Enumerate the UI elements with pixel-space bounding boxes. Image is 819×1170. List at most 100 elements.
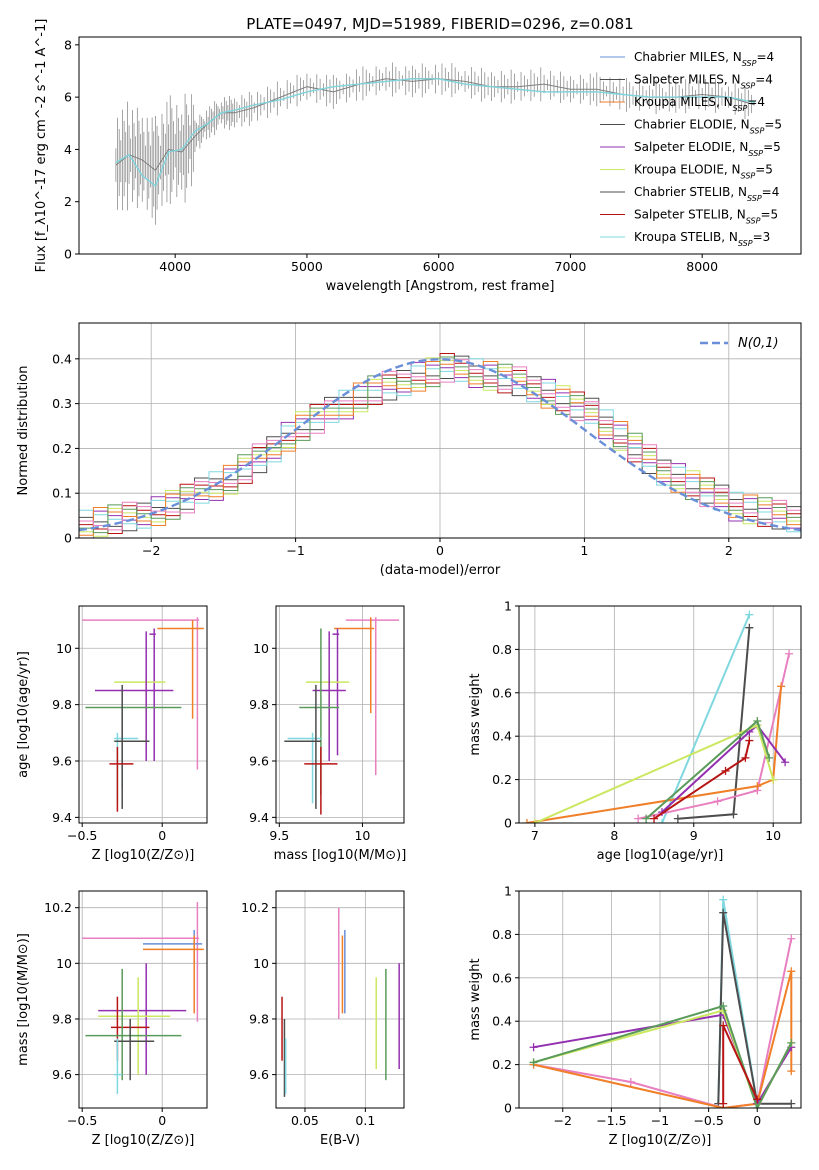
y-tick-label: 0: [504, 1101, 512, 1116]
plot-area-age_vs_Z: [82, 617, 204, 812]
y-axis-label: mass weight: [468, 958, 483, 1040]
chart-massweight_vs_age: 7 8 9 10 0 0.2 0.4 0.6 0.8 1 age [log10(age/yr)] ma…: [468, 599, 802, 863]
series-marker: [787, 934, 796, 943]
y-axis-label: Normed distribution: [16, 366, 31, 496]
series-marker: [741, 753, 750, 762]
y-tick-label: 9.8: [52, 1011, 72, 1026]
x-tick-label: 6000: [423, 259, 455, 274]
figure-title: PLATE=0497, MJD=51989, FIBERID=0296, z=0…: [246, 15, 633, 33]
series-marker: [719, 1021, 728, 1030]
x-tick-label: −2: [554, 1113, 572, 1128]
series-marker: [713, 797, 722, 806]
chart-spectrum: Chabrier MILES, NSSP=4 Salpeter MILES, NS…: [34, 19, 802, 294]
plot-area-massweight_vs_age: [522, 610, 794, 823]
chart-residuals: N(0,1) −2 −1 0 1 2 0 0.1 0.2 0.3 0.4 (data-model)/e…: [16, 322, 802, 578]
plot-area-spectrum: [115, 62, 756, 225]
y-tick-label: 0.8: [492, 927, 512, 942]
x-tick-label: 9.5: [269, 828, 289, 843]
y-tick-label: 0: [504, 816, 512, 831]
y-tick-label: 9.8: [249, 1011, 269, 1026]
x-tick-label: −1: [651, 1113, 669, 1128]
y-tick-label: 9.4: [249, 810, 269, 825]
legend-label: Kroupa MILES, NSSP=4: [634, 95, 765, 113]
plot-area-age_vs_mass: [284, 617, 400, 815]
series-marker: [529, 1043, 538, 1052]
series-line: [533, 1004, 793, 1108]
series-marker: [642, 814, 651, 823]
axes-frame: [275, 890, 405, 1109]
legend-label: Salpeter ELODIE, NSSP=5: [634, 140, 781, 158]
x-tick-label: 9: [690, 828, 698, 843]
y-tick-label: 2: [64, 194, 72, 209]
y-tick-label: 0.1: [52, 486, 72, 501]
y-tick-label: 0.6: [492, 970, 512, 985]
y-tick-label: 1: [504, 599, 512, 614]
y-tick-label: 9.6: [52, 754, 72, 769]
y-axis-label: age [log10(age/yr)]: [16, 651, 31, 778]
y-tick-label: 10: [253, 641, 269, 656]
y-tick-label: 9.6: [249, 754, 269, 769]
y-tick-label: 8: [64, 37, 72, 52]
y-tick-label: 0.4: [492, 729, 512, 744]
x-axis-label: Z [log10(Z/Z⊙)]: [92, 848, 195, 863]
series-marker: [719, 908, 728, 917]
plot-area-residuals: [79, 353, 801, 538]
series-marker: [530, 819, 539, 823]
plot-area-mass_vs_ebv: [281, 907, 400, 1097]
series-marker: [787, 1099, 796, 1108]
x-tick-label: 8000: [686, 259, 718, 274]
series-marker: [787, 1067, 796, 1076]
x-axis-label: mass [log10(M/M⊙)]: [274, 848, 407, 863]
x-tick-label: 5000: [291, 259, 323, 274]
y-tick-label: 0.4: [492, 1014, 512, 1029]
y-tick-label: 10: [56, 641, 72, 656]
y-tick-label: 10: [56, 956, 72, 971]
series-line: [637, 653, 791, 820]
histogram-step: [79, 359, 801, 531]
y-tick-label: 0.6: [492, 685, 512, 700]
y-tick-label: 0.3: [52, 396, 72, 411]
series-marker: [781, 758, 790, 767]
series-line: [653, 740, 751, 820]
y-tick-label: 0.2: [492, 1057, 512, 1072]
chart-massweight_vs_Z: −2 −1.5 −1 −0.5 0 0 0.2 0.4 0.6 0.8 1 Z [log10(Z/Z⊙…: [468, 884, 802, 1148]
gaussian-curve: [79, 358, 801, 532]
y-tick-label: 0.4: [52, 351, 72, 366]
x-tick-label: −2: [142, 543, 160, 558]
series-marker: [745, 623, 754, 632]
series-marker: [745, 610, 754, 619]
series-marker: [787, 1038, 796, 1047]
y-axis-label: mass [log10(M/M⊙)]: [16, 933, 31, 1066]
x-axis-label: age [log10(age/yr)]: [597, 848, 724, 863]
model-spectrum-line: [115, 78, 756, 188]
plot-area-mass_vs_Z: [82, 902, 204, 1095]
x-tick-label: 10: [354, 828, 370, 843]
x-tick-label: −0.5: [693, 1113, 723, 1128]
axes-frame: [78, 605, 208, 824]
series-marker: [785, 649, 794, 658]
y-tick-label: 0.8: [492, 642, 512, 657]
legend-label: Chabrier ELODIE, NSSP=5: [634, 118, 782, 136]
series-marker: [529, 1058, 538, 1067]
series-line: [661, 723, 786, 813]
y-tick-label: 0: [64, 531, 72, 546]
legend-label: Chabrier STELIB, NSSP=4: [634, 185, 779, 203]
series-marker: [787, 967, 796, 976]
x-tick-label: −0.5: [67, 1113, 97, 1128]
x-tick-label: 8: [610, 828, 618, 843]
chart-age_vs_mass: 9.5 10 9.4 9.6 9.8 10 mass [log10(M/M⊙)]: [249, 605, 407, 863]
y-tick-label: 6: [64, 90, 72, 105]
series-marker: [753, 1095, 762, 1104]
y-tick-label: 1: [504, 884, 512, 899]
x-tick-label: −1: [286, 543, 304, 558]
y-tick-label: 0.2: [52, 441, 72, 456]
y-axis-label: mass weight: [468, 673, 483, 755]
y-axis-label: Flux [f_λ10^-17 erg cm^-2 s^-1 A^-1]: [34, 19, 49, 273]
y-tick-label: 9.8: [249, 697, 269, 712]
x-tick-label: −0.5: [67, 828, 97, 843]
series-marker: [753, 717, 762, 726]
series-marker: [673, 814, 682, 823]
axes-frame: [78, 890, 208, 1109]
series-marker: [753, 1104, 762, 1108]
